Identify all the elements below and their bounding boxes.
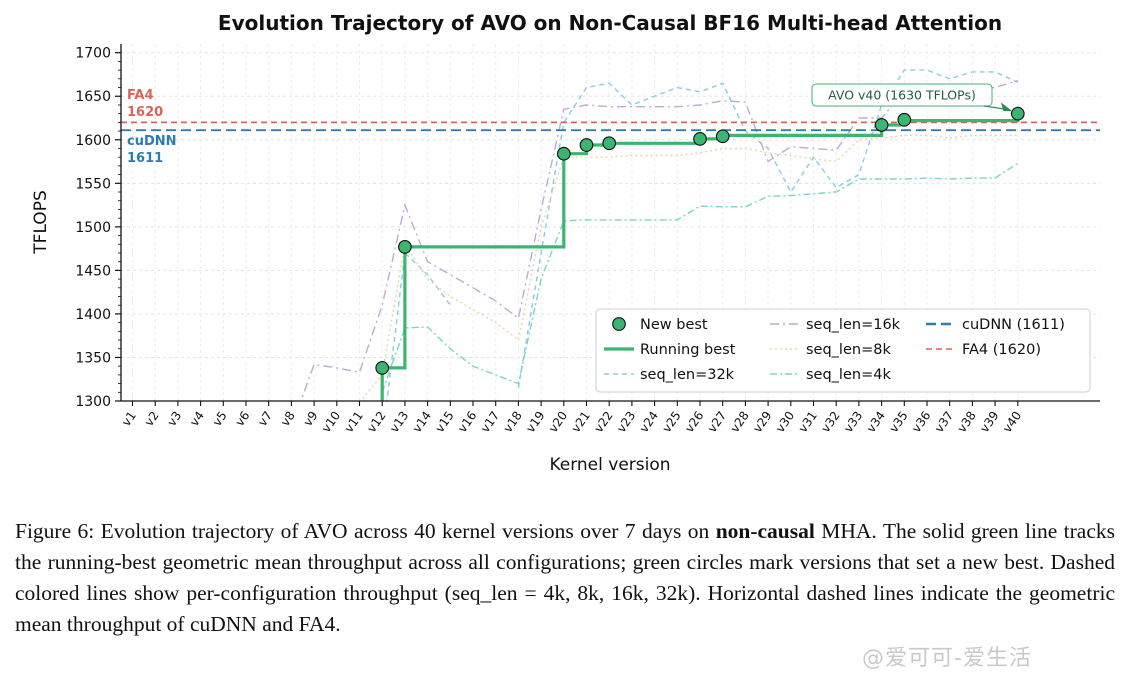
x-tick-label: v40 [1000,409,1024,435]
x-tick-label: v21 [569,409,593,435]
legend-label: seq_len=16k [806,317,901,333]
x-tick-label: v26 [682,409,706,435]
series-line-seq_len-4k [381,162,1019,393]
x-tick-label: v24 [637,409,661,435]
x-tick-label: v10 [319,409,343,435]
x-tick-label: v19 [523,409,547,435]
new-best-marker [602,136,617,151]
x-tick-label: v39 [977,409,1001,435]
x-tick-label: v27 [705,409,729,435]
annotation-box [811,83,993,107]
series-line-seq_len-32k [386,69,1019,401]
y-tick-label: 1300 [75,394,111,410]
x-tick-label: v9 [301,409,321,429]
legend-label: seq_len=32k [640,367,735,383]
legend: New best Running best seq_len=32k seq_len=1… [595,308,1091,393]
x-tick-label: v38 [955,409,979,435]
x-tick-label: v22 [591,409,615,435]
legend-label: FA4 (1620) [962,342,1041,358]
new-best-marker [874,118,889,132]
fa4-ref-value: 1620 [127,105,163,120]
new-best-marker [693,132,707,146]
y-tick-label: 1600 [75,133,111,149]
new-best-marker [579,138,594,152]
x-tick-label: v14 [410,409,434,435]
y-tick-label: 1500 [75,220,111,236]
evolution-chart: Evolution Trajectory of AVO on Non-Causa… [31,11,1100,475]
y-tick-label: 1400 [75,307,111,323]
cudnn-ref-value: 1611 [127,151,163,166]
caption-prefix: Figure 6: Evolution trajectory of AVO ac… [15,519,716,543]
y-tick-label: 1450 [75,263,111,279]
x-tick-label: v20 [546,409,570,435]
new-best-marker [1010,106,1025,121]
x-tick-label: v2 [142,409,162,429]
new-best-marker [556,146,571,161]
y-axis-label: TFLOPS [31,190,51,254]
reference-labels: FA4 1620 cuDNN 1611 [127,88,177,166]
y-tick-label: 1700 [75,46,111,62]
y-tick-label: 1550 [75,176,111,192]
series-line-seq_len-8k [359,134,1018,401]
x-tick-label: v15 [432,409,456,435]
new-best-markers [375,106,1025,375]
x-tick-label: v34 [864,409,888,435]
new-best-marker [398,240,412,254]
x-tick-label: v16 [455,409,479,435]
cudnn-ref-name: cuDNN [127,134,177,149]
x-tick-label: v25 [659,409,683,435]
x-tick-label: v11 [342,409,366,435]
x-tick-label: v32 [818,409,842,435]
chart-title: Evolution Trajectory of AVO on Non-Causa… [218,11,1002,35]
figure-caption: Figure 6: Evolution trajectory of AVO ac… [15,516,1115,640]
x-tick-label: v23 [614,409,638,435]
x-tick-label: v5 [210,409,230,429]
x-axis-label: Kernel version [549,455,670,475]
x-tick-label: v8 [278,409,298,429]
x-tick-label: v35 [886,409,910,435]
y-tick-label: 1650 [75,89,111,105]
legend-label: New best [640,317,708,333]
series-layer [121,69,1100,401]
x-tick-label: v4 [187,409,207,429]
x-tick-label: v28 [728,409,752,435]
x-tick-label: v18 [501,409,525,435]
legend-label: cuDNN (1611) [962,317,1065,333]
x-tick-label: v3 [164,409,184,429]
x-tick-label: v37 [932,409,956,435]
fa4-ref-name: FA4 [127,88,154,103]
legend-label: Running best [640,342,736,358]
legend-label: seq_len=4k [806,367,891,383]
x-tick-label: v7 [255,409,275,429]
new-best-marker [715,129,730,144]
caption-bold: non-causal [715,519,815,543]
x-tick-label: v31 [796,409,820,435]
x-tick-label: v29 [750,409,774,435]
x-tick-label: v33 [841,409,865,435]
annotation-text: AVO v40 (1630 TFLOPs) [828,88,976,103]
x-tick-label: v1 [119,409,139,429]
x-tick-label: v13 [387,409,411,435]
x-tick-label: v6 [233,409,253,429]
legend-box [595,308,1091,393]
x-tick-label: v30 [773,409,797,435]
new-best-marker [897,112,912,127]
watermark: @爱可可-爱生活 [862,646,1032,671]
caption-suffix: MHA. The solid green line tracks the run… [15,519,1115,636]
y-tick-label: 1350 [75,350,111,366]
axes [120,44,1100,402]
new-best-marker [375,361,390,375]
annotation-arrow-head [1000,102,1013,112]
legend-label: seq_len=8k [806,342,891,358]
annotation: AVO v40 (1630 TFLOPs) [811,83,1013,112]
legend-swatch-marker [612,317,626,331]
x-tick-label: v36 [909,409,933,435]
x-tick-label: v12 [364,409,388,435]
x-tick-label: v17 [478,409,502,435]
